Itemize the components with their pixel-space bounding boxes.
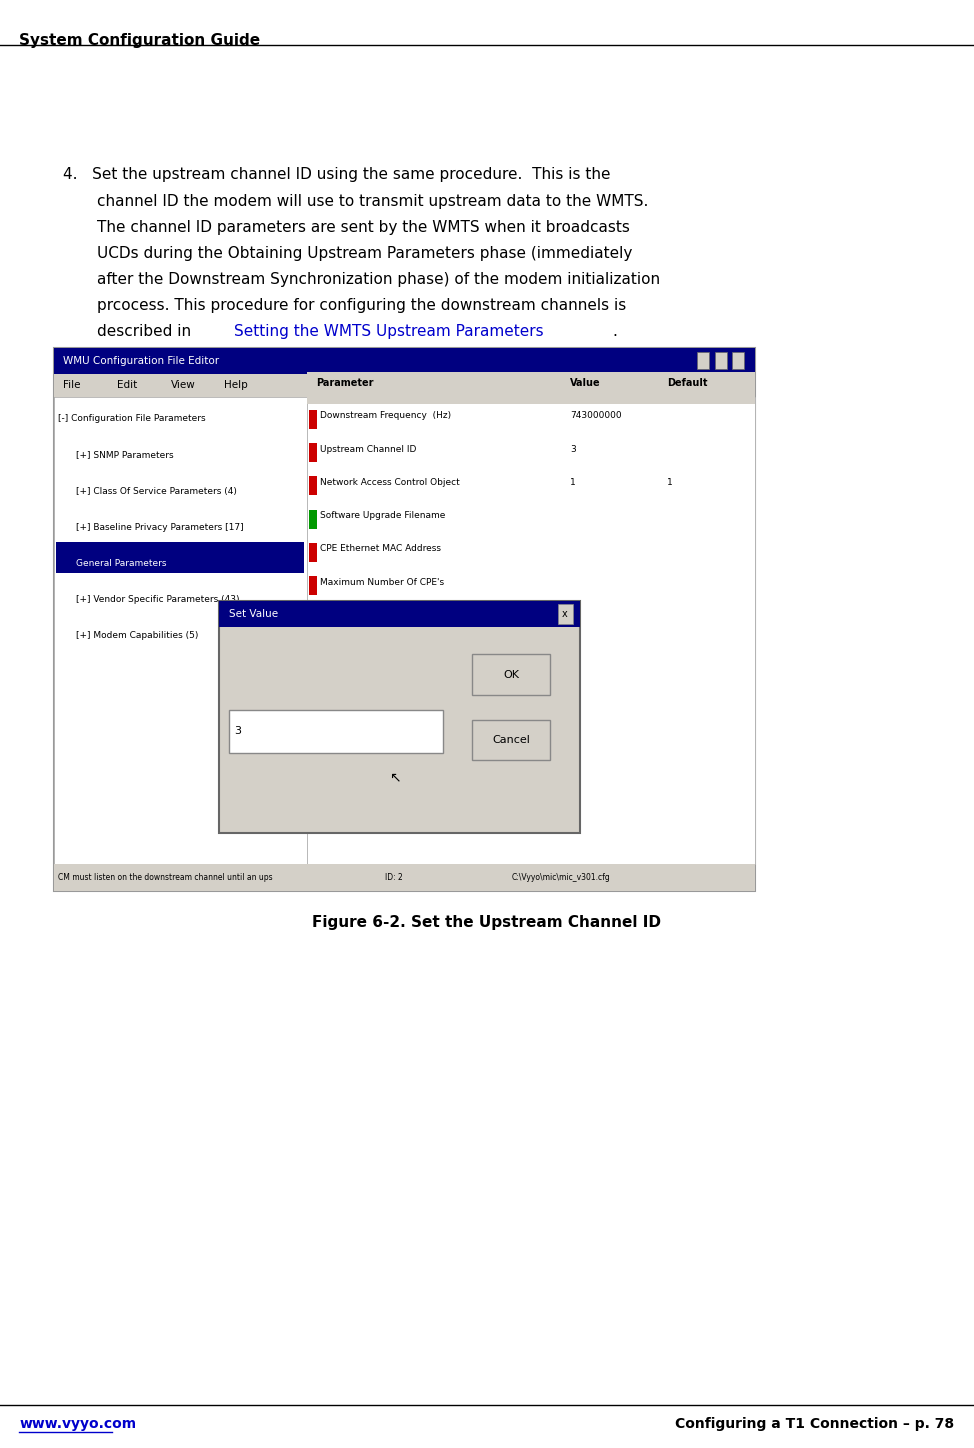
Text: 1: 1	[570, 478, 576, 487]
Text: Value: Value	[570, 378, 600, 388]
Text: System Configuration Guide: System Configuration Guide	[19, 33, 261, 48]
Text: .: .	[613, 324, 618, 339]
Text: ID: 2: ID: 2	[385, 873, 402, 882]
FancyBboxPatch shape	[54, 348, 755, 374]
Text: General Parameters: General Parameters	[76, 559, 167, 568]
Text: 743000000: 743000000	[570, 411, 621, 420]
Text: www.vyyo.com: www.vyyo.com	[19, 1416, 136, 1431]
Text: after the Downstream Synchronization phase) of the modem initialization: after the Downstream Synchronization pha…	[97, 272, 660, 287]
Text: Configuring a T1 Connection – p. 78: Configuring a T1 Connection – p. 78	[675, 1416, 955, 1431]
Text: [+] Class Of Service Parameters (4): [+] Class Of Service Parameters (4)	[76, 487, 237, 495]
Text: 3: 3	[570, 445, 576, 453]
FancyBboxPatch shape	[558, 604, 573, 624]
Text: Figure 6-2. Set the Upstream Channel ID: Figure 6-2. Set the Upstream Channel ID	[313, 915, 661, 930]
FancyBboxPatch shape	[309, 476, 317, 495]
Text: [+] Vendor Specific Parameters (43): [+] Vendor Specific Parameters (43)	[76, 595, 240, 604]
FancyBboxPatch shape	[697, 352, 709, 369]
Text: Downstream Frequency  (Hz): Downstream Frequency (Hz)	[320, 411, 452, 420]
Text: Edit: Edit	[117, 381, 137, 390]
Text: Upstream Channel ID: Upstream Channel ID	[320, 445, 417, 453]
FancyBboxPatch shape	[219, 601, 580, 833]
Text: Network Access Control Object: Network Access Control Object	[320, 478, 460, 487]
Text: Cancel: Cancel	[493, 736, 530, 744]
FancyBboxPatch shape	[715, 352, 727, 369]
Text: 1: 1	[667, 478, 673, 487]
FancyBboxPatch shape	[309, 510, 317, 529]
Text: UCDs during the Obtaining Upstream Parameters phase (immediately: UCDs during the Obtaining Upstream Param…	[97, 246, 633, 261]
FancyBboxPatch shape	[309, 443, 317, 462]
FancyBboxPatch shape	[307, 397, 755, 864]
FancyBboxPatch shape	[54, 374, 755, 397]
Text: [+] Modem Capabilities (5): [+] Modem Capabilities (5)	[76, 631, 199, 640]
Text: prcocess. This procedure for configuring the downstream channels is: prcocess. This procedure for configuring…	[97, 298, 626, 313]
Text: Setting the WMTS Upstream Parameters: Setting the WMTS Upstream Parameters	[234, 324, 543, 339]
FancyBboxPatch shape	[309, 410, 317, 429]
Text: [+] Baseline Privacy Parameters [17]: [+] Baseline Privacy Parameters [17]	[76, 523, 244, 531]
Text: Maximum Number Of CPE's: Maximum Number Of CPE's	[320, 578, 444, 586]
FancyBboxPatch shape	[54, 348, 755, 891]
Text: OK: OK	[504, 670, 519, 679]
Text: channel ID the modem will use to transmit upstream data to the WMTS.: channel ID the modem will use to transmi…	[97, 194, 649, 209]
Text: described in: described in	[97, 324, 197, 339]
Text: Default: Default	[667, 378, 708, 388]
Text: CM must listen on the downstream channel until an ups: CM must listen on the downstream channel…	[58, 873, 273, 882]
Text: CPE Ethernet MAC Address: CPE Ethernet MAC Address	[320, 544, 441, 553]
Text: File: File	[63, 381, 81, 390]
FancyBboxPatch shape	[54, 397, 307, 864]
Text: ↖: ↖	[389, 770, 400, 785]
FancyBboxPatch shape	[732, 352, 744, 369]
FancyBboxPatch shape	[309, 610, 317, 628]
Text: Help: Help	[224, 381, 247, 390]
Text: x: x	[562, 610, 568, 618]
Text: The channel ID parameters are sent by the WMTS when it broadcasts: The channel ID parameters are sent by th…	[97, 220, 630, 235]
FancyBboxPatch shape	[472, 654, 550, 695]
FancyBboxPatch shape	[54, 864, 755, 891]
Text: WMU Configuration File Editor: WMU Configuration File Editor	[63, 356, 219, 365]
Text: Set Value: Set Value	[229, 610, 278, 618]
Text: [+] SNMP Parameters: [+] SNMP Parameters	[76, 450, 173, 459]
FancyBboxPatch shape	[229, 710, 443, 753]
FancyBboxPatch shape	[307, 372, 755, 404]
Text: View: View	[170, 381, 195, 390]
FancyBboxPatch shape	[56, 542, 304, 573]
FancyBboxPatch shape	[309, 543, 317, 562]
Text: Software Upgrade Filename: Software Upgrade Filename	[320, 511, 446, 520]
FancyBboxPatch shape	[309, 576, 317, 595]
Text: C:\Vyyo\mic\mic_v301.cfg: C:\Vyyo\mic\mic_v301.cfg	[511, 873, 610, 882]
FancyBboxPatch shape	[219, 601, 580, 627]
FancyBboxPatch shape	[472, 720, 550, 760]
Text: [-] Configuration File Parameters: [-] Configuration File Parameters	[58, 414, 206, 423]
Text: 4.   Set the upstream channel ID using the same procedure.  This is the: 4. Set the upstream channel ID using the…	[63, 167, 611, 181]
Text: Software Upgrade TFTP Server: Software Upgrade TFTP Server	[320, 611, 459, 620]
Text: Parameter: Parameter	[317, 378, 374, 388]
Text: 3: 3	[234, 727, 241, 736]
